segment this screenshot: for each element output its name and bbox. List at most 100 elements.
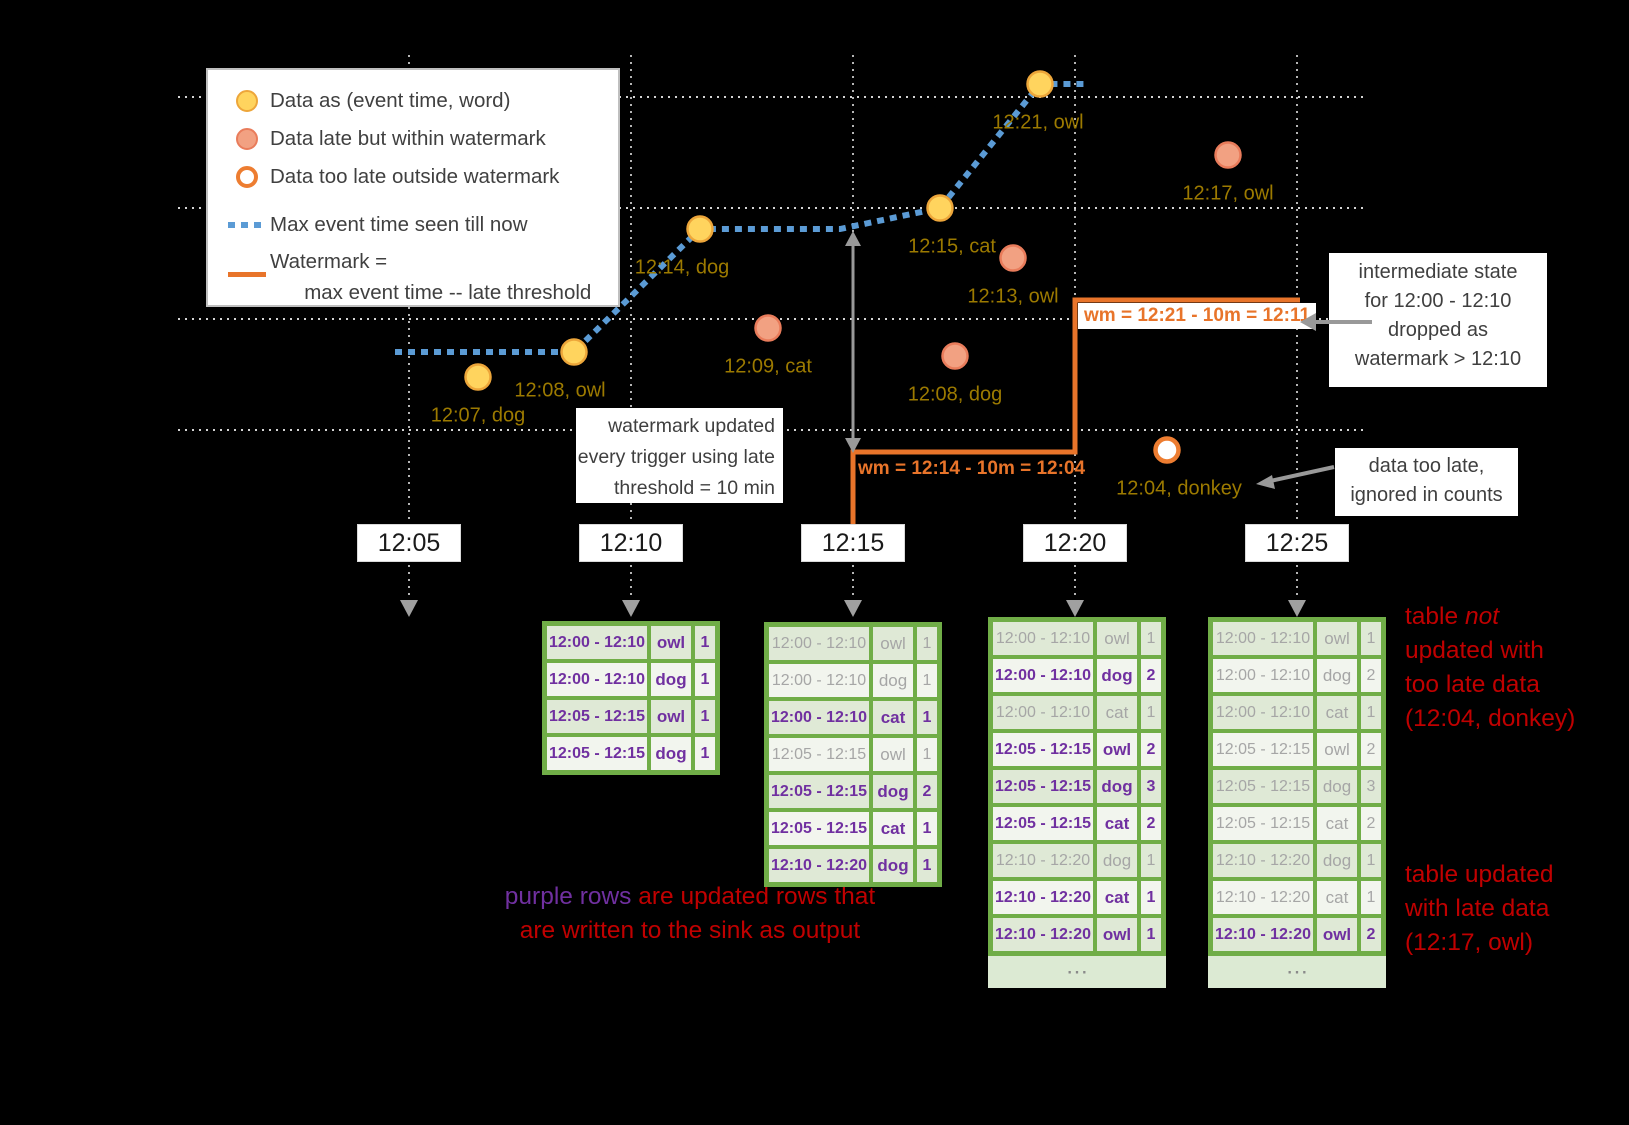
legend-item-watermark: Watermark = max event time -- late thres… (224, 246, 618, 308)
table-cell-win: 12:05 - 12:15 (769, 738, 869, 771)
table-cell-wrd: owl (651, 626, 691, 659)
table-cell-wrd: dog (1097, 770, 1137, 803)
table-cell-win: 12:00 - 12:10 (993, 622, 1093, 655)
table-cell-win: 12:00 - 12:10 (993, 696, 1093, 729)
data-point-group: 12:08, dog (908, 342, 1002, 406)
table-cell-wrd: cat (873, 812, 913, 845)
late-point-icon (236, 128, 258, 150)
down-arrow-icon (622, 600, 640, 617)
data-point-group: 12:21, owl (992, 70, 1084, 134)
table-cell-cnt: 2 (1361, 807, 1381, 840)
data-point-label: 12:07, dog (431, 405, 526, 427)
down-arrow-icon (844, 600, 862, 617)
result-table-1225: 12:00 - 12:10 owl 1 12:00 - 12:10 dog 2 12:00 … (1208, 617, 1386, 956)
legend-label: Data too late outside watermark (270, 165, 560, 188)
data-point-group: 12:08, owl (514, 338, 606, 402)
table-row: 12:05 - 12:15 dog 2 (769, 775, 937, 808)
trigger-time-box: 12:15 (801, 524, 905, 562)
table-cell-cnt: 1 (1141, 622, 1161, 655)
table-cell-win: 12:00 - 12:10 (769, 664, 869, 697)
table-cell-wrd: owl (873, 627, 913, 660)
table-cell-cnt: 1 (1141, 844, 1161, 877)
data-point-group: 12:15, cat (908, 194, 996, 258)
data-point-label: 12:17, owl (1182, 183, 1273, 205)
table-row: 12:05 - 12:15 dog 3 (993, 770, 1161, 803)
table-cell-wrd: dog (873, 664, 913, 697)
data-point-group: 12:14, dog (635, 215, 729, 279)
table-row: 12:05 - 12:15 owl 2 (1213, 733, 1381, 766)
data-point-label: 12:15, cat (908, 236, 996, 258)
table-cell-win: 12:00 - 12:10 (993, 659, 1093, 692)
table-cell-cnt: 1 (1361, 696, 1381, 729)
table-row: 12:05 - 12:15 cat 2 (993, 807, 1161, 840)
table-cell-win: 12:05 - 12:15 (769, 812, 869, 845)
ontime-point (926, 194, 954, 222)
sink-output-note: purple rows are updated rows that are wr… (504, 883, 876, 944)
table-cell-cnt: 2 (1361, 659, 1381, 692)
late-point (1214, 141, 1242, 169)
watermark-step-line (850, 297, 1300, 529)
table-cell-wrd: dog (1317, 844, 1357, 877)
table-cell-win: 12:00 - 12:10 (1213, 659, 1313, 692)
table-cell-wrd: dog (1097, 844, 1137, 877)
table-cell-win: 12:10 - 12:20 (1213, 918, 1313, 951)
table-cell-cnt: 1 (1141, 918, 1161, 951)
table-cell-wrd: dog (873, 849, 913, 882)
data-point-label: 12:08, owl (514, 380, 605, 402)
table-cell-wrd: cat (1317, 881, 1357, 914)
down-arrow-icon (1066, 600, 1084, 617)
data-point-label: 12:21, owl (992, 112, 1083, 134)
table-cell-win: 12:10 - 12:20 (769, 849, 869, 882)
table-row: 12:05 - 12:15 cat 2 (1213, 807, 1381, 840)
table-cell-win: 12:00 - 12:10 (769, 701, 869, 734)
trigger-arrowheads (400, 600, 1306, 617)
legend-label: Data as (event time, word) (270, 89, 511, 112)
table-row: 12:05 - 12:15 dog 1 (547, 737, 715, 770)
table-cell-wrd: owl (1097, 622, 1137, 655)
table-cell-cnt: 3 (1361, 770, 1381, 803)
table-cell-cnt: 1 (917, 738, 937, 771)
data-point-group: 12:07, dog (431, 363, 526, 427)
ontime-point (686, 215, 714, 243)
table-row: 12:00 - 12:10 dog 2 (993, 659, 1161, 692)
table-cell-win: 12:10 - 12:20 (993, 844, 1093, 877)
late-point (999, 244, 1027, 272)
down-arrow-icon (400, 600, 418, 617)
table-more-rows: ⋯ (988, 956, 1166, 988)
table-cell-cnt: 1 (1361, 881, 1381, 914)
intermediate-state-note: intermediate state for 12:00 - 12:10 dro… (1329, 253, 1547, 387)
table-more-rows: ⋯ (1208, 956, 1386, 988)
table-row: 12:00 - 12:10 owl 1 (547, 626, 715, 659)
table-cell-wrd: cat (1097, 696, 1137, 729)
table-cell-wrd: cat (1317, 696, 1357, 729)
table-cell-win: 12:10 - 12:20 (993, 918, 1093, 951)
table-cell-win: 12:00 - 12:10 (769, 627, 869, 660)
data-point-group: 12:04, donkey (1116, 436, 1242, 500)
table-cell-win: 12:05 - 12:15 (1213, 733, 1313, 766)
table-cell-wrd: dog (1317, 770, 1357, 803)
result-table-1215: 12:00 - 12:10 owl 1 12:00 - 12:10 dog 1 12:00 … (764, 622, 942, 887)
table-row: 12:00 - 12:10 owl 1 (769, 627, 937, 660)
table-cell-cnt: 1 (695, 663, 715, 696)
table-cell-win: 12:00 - 12:10 (1213, 696, 1313, 729)
table-cell-cnt: 2 (917, 775, 937, 808)
ontime-point (1026, 70, 1054, 98)
data-point-group: 12:13, owl (967, 244, 1059, 308)
table-cell-cnt: 1 (695, 700, 715, 733)
table-cell-wrd: cat (1097, 881, 1137, 914)
table-cell-wrd: cat (1097, 807, 1137, 840)
table-row: 12:10 - 12:20 cat 1 (993, 881, 1161, 914)
table-cell-cnt: 1 (917, 701, 937, 734)
watermark-label-1: wm = 12:14 - 10m = 12:04 (858, 458, 1086, 479)
legend-label: Data late but within watermark (270, 127, 546, 150)
table-cell-cnt: 2 (1141, 733, 1161, 766)
table-row: 12:00 - 12:10 cat 1 (1213, 696, 1381, 729)
legend-item-ontime: Data as (event time, word) (224, 82, 618, 120)
table-cell-cnt: 1 (1361, 844, 1381, 877)
trigger-time-box: 12:10 (579, 524, 683, 562)
table-row: 12:05 - 12:15 owl 2 (993, 733, 1161, 766)
legend-label: Watermark = max event time -- late thres… (270, 250, 592, 304)
table-cell-win: 12:00 - 12:10 (547, 663, 647, 696)
table-cell-win: 12:00 - 12:10 (547, 626, 647, 659)
table-row: 12:00 - 12:10 dog 1 (769, 664, 937, 697)
